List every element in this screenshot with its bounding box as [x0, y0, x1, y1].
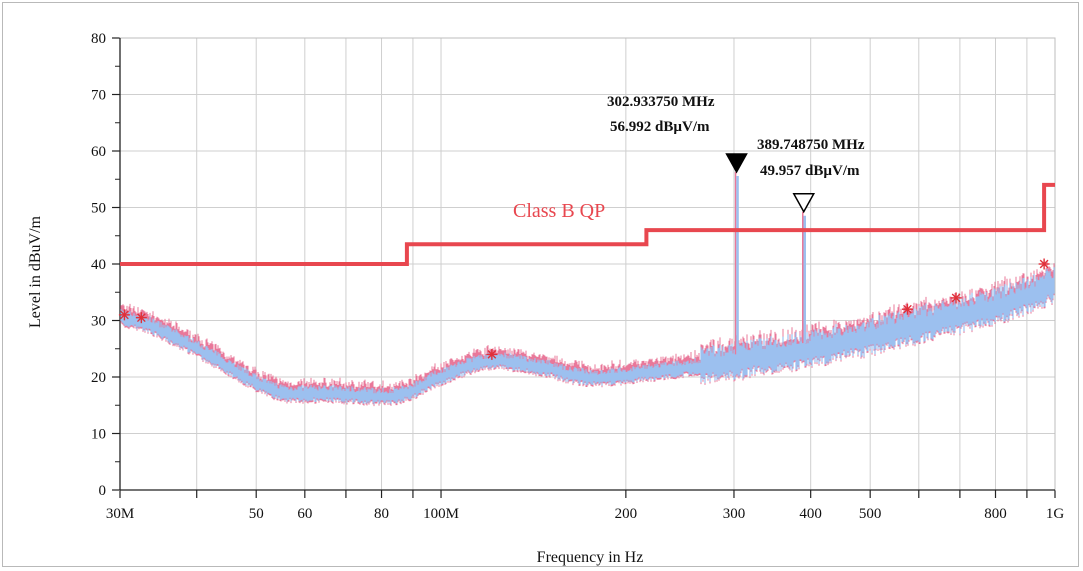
trace-average [120, 267, 1055, 405]
asterisk-stroke [487, 350, 497, 359]
x-tick-label: 30M [106, 506, 134, 522]
y-tick-label: 80 [91, 31, 106, 47]
x-axis-title: Frequency in Hz [537, 549, 644, 566]
y-tick-label: 40 [91, 257, 106, 273]
qp-asterisk [486, 348, 498, 360]
qp-points [118, 258, 1050, 360]
marker-1-level: 56.992 dBµV/m [610, 119, 710, 135]
y-tick-label: 0 [99, 483, 107, 499]
asterisk-stroke [120, 310, 129, 320]
marker-1-frequency: 302.933750 MHz [607, 94, 715, 110]
x-tick-label: 200 [615, 506, 638, 522]
qp-asterisk [1038, 258, 1050, 270]
qp-asterisk [118, 309, 130, 321]
y-tick-label: 60 [91, 144, 106, 160]
x-tick-label: 800 [984, 506, 1007, 522]
y-tick-label: 20 [91, 370, 106, 386]
limit-line-label: Class B QP [513, 200, 605, 222]
x-tick-label: 500 [859, 506, 882, 522]
limit-line-path [120, 182, 1055, 266]
y-tick-label: 10 [91, 427, 106, 443]
asterisk-stroke [903, 304, 912, 314]
x-tick-label: 50 [249, 506, 264, 522]
asterisk-stroke [136, 313, 146, 323]
grid [120, 37, 1056, 490]
marker-2-level: 49.957 dBµV/m [760, 163, 860, 179]
x-tick-label: 1G [1046, 506, 1065, 522]
y-tick-label: 30 [91, 314, 106, 330]
marker-2-frequency: 389.748750 MHz [757, 137, 865, 153]
markers [725, 153, 816, 214]
qp-asterisk [901, 303, 913, 315]
y-tick-label: 50 [91, 201, 106, 217]
qp-asterisk [950, 292, 962, 304]
marker-2-triangle [792, 192, 816, 214]
axes [112, 37, 1056, 498]
marker-1-triangle [725, 153, 748, 174]
y-tick-label: 70 [91, 88, 106, 104]
y-axis-title: Level in dBuV/m [27, 215, 44, 328]
qp-asterisk [135, 312, 147, 324]
x-tick-label: 400 [799, 506, 822, 522]
tick-labels: 0 10 20 30 40 50 60 70 80 30M 50 60 80 100M 200 300 400 5… [91, 31, 1064, 522]
asterisk-stroke [1039, 259, 1049, 269]
x-tick-label: 100M [423, 506, 459, 522]
x-tick-label: 80 [374, 506, 389, 522]
x-tick-label: 60 [297, 506, 312, 522]
x-tick-label: 300 [723, 506, 746, 522]
limit-line [120, 182, 1055, 266]
asterisk-stroke [951, 293, 961, 303]
